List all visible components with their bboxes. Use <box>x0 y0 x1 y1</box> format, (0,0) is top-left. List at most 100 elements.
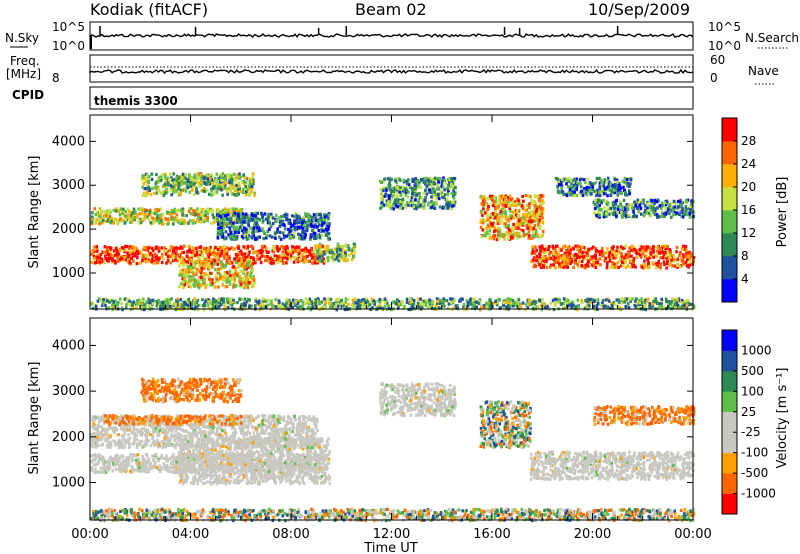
data-cell <box>223 272 227 277</box>
data-cell <box>565 193 569 198</box>
data-cell <box>181 277 185 281</box>
data-cell <box>319 245 322 249</box>
data-cell <box>592 182 595 186</box>
data-cell <box>435 201 438 205</box>
data-cell <box>578 255 582 259</box>
data-cell <box>112 253 116 258</box>
data-cell <box>146 173 149 177</box>
data-cell <box>183 181 186 185</box>
data-cell <box>437 192 440 196</box>
data-cell <box>141 259 144 263</box>
data-cell <box>253 193 256 197</box>
data-cell <box>348 253 351 257</box>
data-cell <box>251 172 255 176</box>
data-cell <box>595 248 598 253</box>
data-cell <box>121 218 124 222</box>
data-cell <box>141 193 145 197</box>
data-cell <box>645 254 648 258</box>
data-cell <box>211 209 215 213</box>
data-cell <box>108 209 111 213</box>
data-cell <box>171 245 174 249</box>
data-cell <box>414 198 417 202</box>
data-cell <box>218 273 222 277</box>
data-cell <box>151 216 154 220</box>
data-cell <box>647 210 650 214</box>
data-cell <box>326 221 329 225</box>
data-cell <box>623 256 626 260</box>
data-cell <box>91 249 94 254</box>
data-cell <box>270 212 273 216</box>
data-cell <box>312 213 316 217</box>
data-cell <box>294 303 297 307</box>
data-cell <box>607 185 610 190</box>
data-cell <box>175 215 179 220</box>
data-cell <box>210 271 214 276</box>
data-cell <box>622 198 626 202</box>
data-cell <box>172 219 175 223</box>
data-cell <box>649 214 652 218</box>
data-cell <box>204 251 208 255</box>
data-cell <box>118 297 122 301</box>
data-cell <box>159 191 163 195</box>
data-cell <box>204 284 208 288</box>
data-cell <box>353 248 356 252</box>
data-cell <box>488 194 492 198</box>
data-cell <box>293 232 296 236</box>
data-cell <box>591 245 595 249</box>
data-cell <box>111 258 114 262</box>
data-cell <box>521 222 525 226</box>
data-cell <box>180 250 184 254</box>
data-cell <box>334 300 338 304</box>
data-cell <box>224 207 227 211</box>
data-cell <box>151 257 154 261</box>
data-cell <box>95 245 98 249</box>
data-cell <box>539 194 543 198</box>
data-cell <box>596 298 600 302</box>
data-cell <box>214 245 217 249</box>
data-cell <box>248 214 252 218</box>
data-cell <box>650 208 653 212</box>
data-cell <box>604 187 607 191</box>
data-cell <box>425 192 429 196</box>
data-cell <box>225 189 229 193</box>
data-cell <box>188 173 191 177</box>
data-cell <box>199 173 203 177</box>
data-cell <box>195 252 199 257</box>
data-cell <box>615 180 619 184</box>
data-cell <box>297 252 301 256</box>
data-cell <box>187 270 191 274</box>
data-cell <box>502 235 506 239</box>
data-cell <box>142 174 145 178</box>
data-cell <box>166 217 170 221</box>
data-cell <box>620 208 623 212</box>
data-cell <box>152 261 156 265</box>
data-cell <box>285 213 289 217</box>
data-cell <box>417 201 420 205</box>
data-cell <box>327 259 330 263</box>
data-cell <box>249 265 252 269</box>
data-cell <box>166 181 170 185</box>
data-cell <box>265 258 269 262</box>
data-cell <box>232 282 236 287</box>
data-cell <box>215 178 218 183</box>
data-cell <box>583 187 586 191</box>
data-cell <box>446 203 449 207</box>
data-cell <box>632 257 636 261</box>
data-cell <box>647 245 650 249</box>
data-cell <box>652 245 655 249</box>
data-cell <box>491 201 495 205</box>
data-cell <box>532 230 536 234</box>
data-cell <box>217 187 220 191</box>
data-cell <box>273 247 276 251</box>
data-cell <box>141 255 144 260</box>
data-cell <box>636 198 640 202</box>
data-cell <box>218 182 222 187</box>
data-cell <box>188 268 192 272</box>
data-cell <box>287 218 290 222</box>
data-cell <box>419 185 422 189</box>
data-cell <box>178 257 181 261</box>
data-cell <box>242 265 246 269</box>
data-cell <box>123 248 127 252</box>
data-cell <box>451 301 455 305</box>
data-cell <box>585 188 589 192</box>
